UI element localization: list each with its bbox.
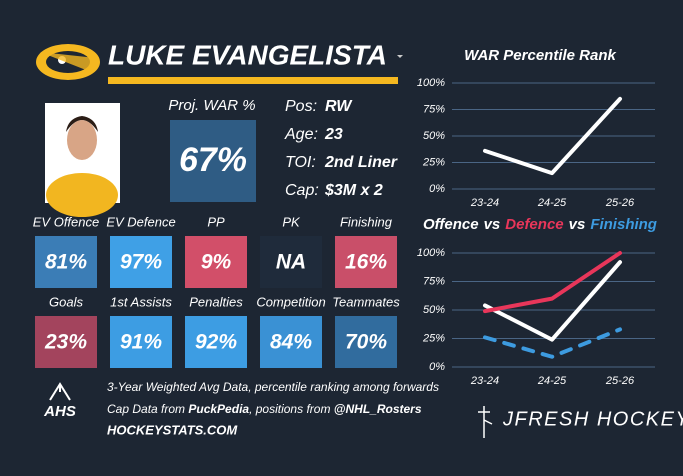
tile-box bbox=[335, 316, 397, 368]
player-name: LUKE EVANGELISTA bbox=[108, 39, 387, 70]
tile-label: Teammates bbox=[332, 294, 400, 309]
brand-name: JFRESH HOCKEY bbox=[502, 408, 683, 430]
tile-label: EV Defence bbox=[106, 214, 175, 229]
y-tick-label: 75% bbox=[423, 103, 445, 115]
name-underline bbox=[108, 77, 398, 84]
tile-box bbox=[260, 316, 322, 368]
tile-value: 97% bbox=[120, 251, 162, 274]
tile-value: 16% bbox=[345, 251, 387, 274]
chart-title: Offence vs Defence vs Finishing bbox=[423, 216, 657, 233]
data-line bbox=[483, 260, 622, 342]
charts: WAR Percentile Rank 0% 25% 50% 75% 100% 23-24 2… bbox=[417, 47, 657, 387]
ahs-logo: AHS bbox=[43, 382, 76, 420]
y-tick-label: 75% bbox=[423, 275, 445, 287]
y-tick-label: 0% bbox=[429, 183, 445, 195]
tile-box bbox=[35, 236, 97, 288]
tile-value: NA bbox=[276, 251, 306, 274]
dropdown-arrow[interactable] bbox=[397, 55, 403, 58]
tile-label: 1st Assists bbox=[110, 294, 172, 309]
footer-segment: PuckPedia bbox=[188, 402, 249, 416]
team-logo bbox=[36, 44, 100, 80]
tile-box bbox=[35, 316, 97, 368]
data-line bbox=[483, 96, 622, 176]
tile-label: Goals bbox=[49, 294, 83, 309]
y-tick-label: 0% bbox=[429, 361, 445, 373]
info-label: TOI: bbox=[285, 154, 316, 171]
tile-label: PP bbox=[207, 214, 225, 229]
x-tick-label: 25-26 bbox=[605, 197, 635, 209]
tile-label: Finishing bbox=[340, 214, 393, 229]
footer-segment: @NHL_Rosters bbox=[334, 402, 422, 416]
footer-segment: , positions from bbox=[249, 402, 334, 416]
y-tick-label: 50% bbox=[423, 130, 445, 142]
legend-entry: Defence bbox=[505, 216, 563, 233]
player-photo bbox=[45, 103, 120, 217]
y-tick-label: 25% bbox=[422, 332, 445, 344]
x-tick-label: 23-24 bbox=[470, 197, 499, 209]
tile-value: 84% bbox=[270, 331, 312, 354]
player-info: Pos: RW Age: 23 TOI: 2nd Liner Cap: $3M x 2 bbox=[284, 98, 398, 199]
tile-box bbox=[110, 236, 172, 288]
data-line bbox=[483, 327, 622, 359]
x-tick-label: 25-26 bbox=[605, 375, 635, 387]
tile-box bbox=[260, 236, 322, 288]
stat-tiles: EV Offence 81% EV Defence 97% PP 9% PK NA Finish… bbox=[33, 214, 400, 368]
title-joiner: vs bbox=[484, 216, 501, 233]
tile-box bbox=[185, 236, 247, 288]
tile-value: 92% bbox=[195, 331, 237, 354]
info-label: Pos: bbox=[285, 98, 317, 115]
info-label: Cap: bbox=[285, 182, 319, 199]
x-tick-label: 23-24 bbox=[470, 375, 499, 387]
tile-box bbox=[335, 236, 397, 288]
info-value: RW bbox=[325, 98, 353, 115]
x-tick-label: 24-25 bbox=[537, 197, 567, 209]
tile-value: 9% bbox=[201, 251, 232, 274]
footer-segment: Cap Data from bbox=[107, 402, 188, 416]
proj-war-value: 67% bbox=[179, 141, 247, 179]
data-line bbox=[483, 251, 622, 314]
tile-value: 70% bbox=[345, 331, 387, 354]
tile-label: PK bbox=[282, 214, 301, 229]
tile-value: 91% bbox=[120, 331, 162, 354]
info-value: $3M x 2 bbox=[324, 182, 383, 199]
footer-line2: Cap Data from PuckPedia, positions from … bbox=[107, 402, 422, 416]
tile-label: EV Offence bbox=[33, 214, 99, 229]
tile-label: Competition bbox=[256, 294, 325, 309]
info-label: Age: bbox=[284, 126, 318, 143]
y-tick-label: 100% bbox=[417, 247, 445, 259]
brand-icon bbox=[478, 406, 493, 438]
footer-line1: 3-Year Weighted Avg Data, percentile ran… bbox=[107, 380, 439, 394]
tile-value: 23% bbox=[44, 331, 87, 354]
logo-text: AHS bbox=[43, 403, 76, 420]
info-value: 23 bbox=[324, 126, 343, 143]
legend-entry: Finishing bbox=[590, 216, 657, 233]
y-tick-label: 100% bbox=[417, 77, 445, 89]
info-value: 2nd Liner bbox=[324, 154, 398, 171]
chart-title: WAR Percentile Rank bbox=[464, 47, 616, 64]
proj-war-box bbox=[170, 120, 256, 202]
y-tick-label: 25% bbox=[422, 156, 445, 168]
tile-value: 81% bbox=[45, 251, 87, 274]
y-tick-label: 50% bbox=[423, 304, 445, 316]
site-name[interactable]: HOCKEYSTATS.COM bbox=[107, 422, 238, 437]
tile-box bbox=[185, 316, 247, 368]
title-joiner: vs bbox=[569, 216, 586, 233]
x-tick-label: 24-25 bbox=[537, 375, 567, 387]
legend-entry: Offence bbox=[423, 216, 479, 233]
proj-war-label: Proj. WAR % bbox=[168, 97, 255, 114]
tile-label: Penalties bbox=[189, 294, 243, 309]
tile-box bbox=[110, 316, 172, 368]
